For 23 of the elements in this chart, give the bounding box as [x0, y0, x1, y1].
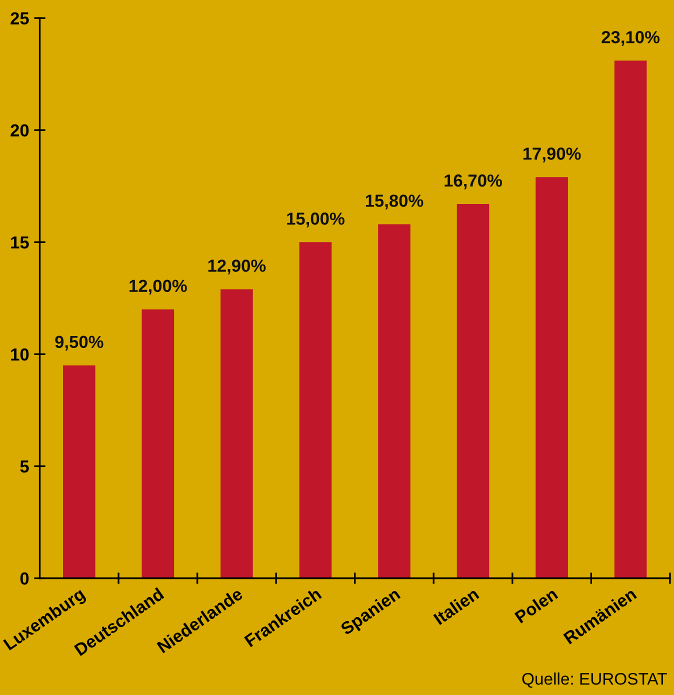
bar	[220, 289, 253, 578]
bar	[378, 224, 410, 578]
y-tick-label: 15	[11, 236, 29, 249]
y-tick-label: 25	[10, 12, 29, 25]
y-tick-label: 5	[20, 460, 29, 473]
data-label: 9,50%	[55, 336, 104, 351]
bar	[63, 365, 96, 578]
bar	[614, 60, 647, 578]
y-tick-label: 0	[20, 572, 29, 585]
data-label: 12,00%	[130, 280, 187, 295]
data-label: 12,90%	[208, 260, 266, 274]
bar	[299, 242, 332, 578]
bar	[142, 309, 174, 578]
bar	[456, 204, 490, 578]
source-note: Quelle: EUROSTAT	[522, 672, 667, 688]
y-tick-label: 10	[11, 348, 29, 361]
data-label: 15,80%	[366, 194, 424, 210]
data-label: 16,70%	[444, 174, 502, 190]
data-label: 15,00%	[287, 212, 344, 228]
bar	[536, 177, 568, 578]
data-label: 23,10%	[602, 31, 660, 46]
data-label: 17,90%	[523, 148, 581, 162]
y-tick-label: 20	[10, 124, 29, 137]
